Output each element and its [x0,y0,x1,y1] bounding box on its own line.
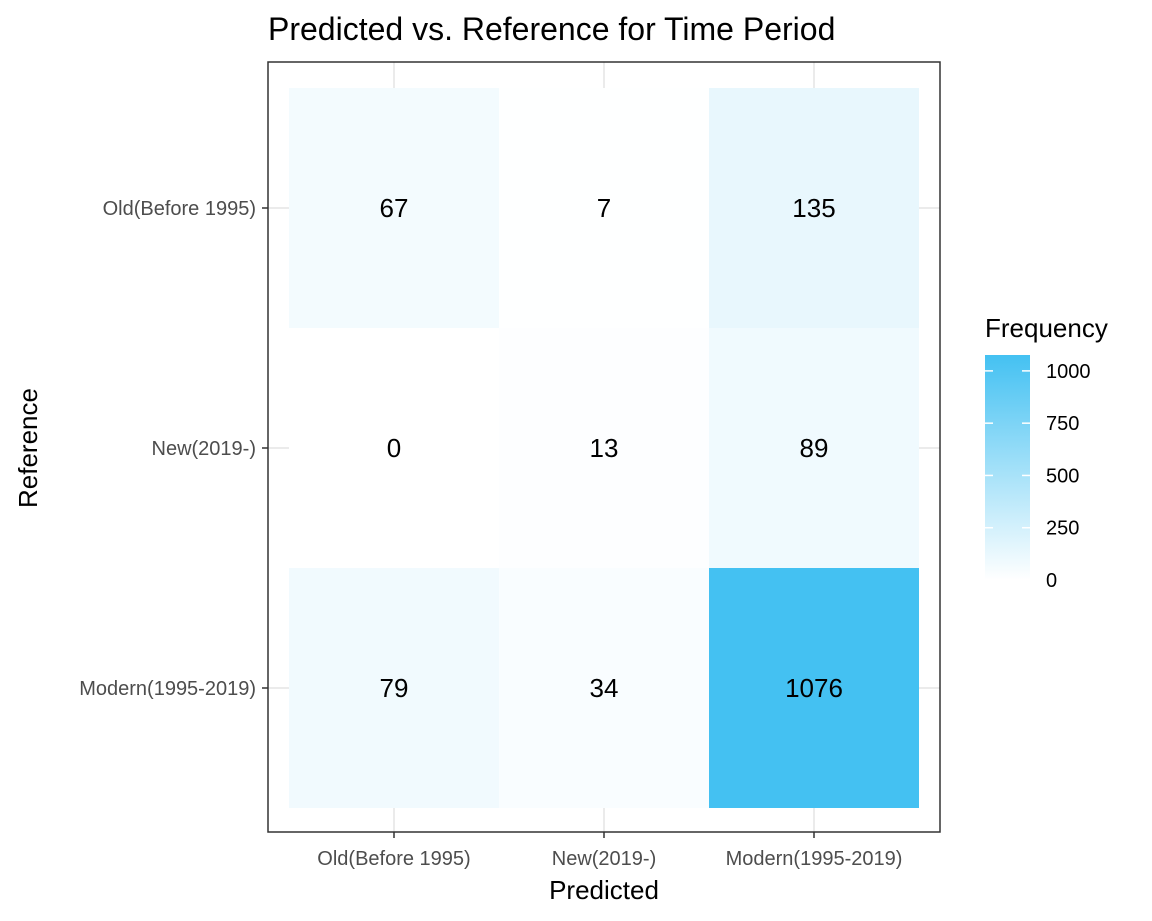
heatmap-cell [709,88,919,328]
cell-value-label: 135 [792,193,835,223]
heatmap-cell [499,88,709,328]
x-tick-label: New(2019-) [552,848,656,870]
cell-value-label: 13 [590,433,619,463]
legend-tick-label: 500 [1046,465,1079,487]
chart-title: Predicted vs. Reference for Time Period [268,11,835,47]
x-axis: Old(Before 1995) New(2019-) Modern(1995-20… [317,832,902,870]
legend-colorbar [985,355,1030,580]
cell-value-label: 79 [380,673,409,703]
y-tick-label: Old(Before 1995) [103,198,256,220]
heatmap-cell [289,328,499,568]
y-tick-label: New(2019-) [152,438,256,460]
x-axis-title: Predicted [549,875,659,905]
y-axis: Old(Before 1995) New(2019-) Modern(1995-20… [79,198,268,700]
cell-value-label: 34 [590,673,619,703]
heatmap-cell [499,568,709,808]
y-axis-title: Reference [13,388,43,508]
cell-value-label: 7 [597,193,611,223]
legend-tick-label: 250 [1046,518,1079,540]
heatmap-cell [709,328,919,568]
legend-tick-label: 1000 [1046,361,1091,383]
heatmap-cell [499,328,709,568]
y-tick-label: Modern(1995-2019) [79,678,256,700]
legend: Frequency 1000 750 500 250 0 [985,313,1108,592]
cell-labels: 67 7 135 0 13 89 79 34 1076 [380,193,843,703]
heatmap-cell [289,88,499,328]
cell-value-label: 0 [387,433,401,463]
x-tick-label: Modern(1995-2019) [726,848,903,870]
heatmap-cell [289,568,499,808]
heatmap-cells [289,88,919,808]
x-tick-label: Old(Before 1995) [317,848,470,870]
legend-title: Frequency [985,313,1108,343]
legend-tick-label: 750 [1046,413,1079,435]
cell-value-label: 89 [800,433,829,463]
cell-value-label: 67 [380,193,409,223]
legend-tick-label: 0 [1046,570,1057,592]
cell-value-label: 1076 [785,673,843,703]
heatmap-cell [709,568,919,808]
legend-ticks: 1000 750 500 250 0 [985,361,1091,592]
